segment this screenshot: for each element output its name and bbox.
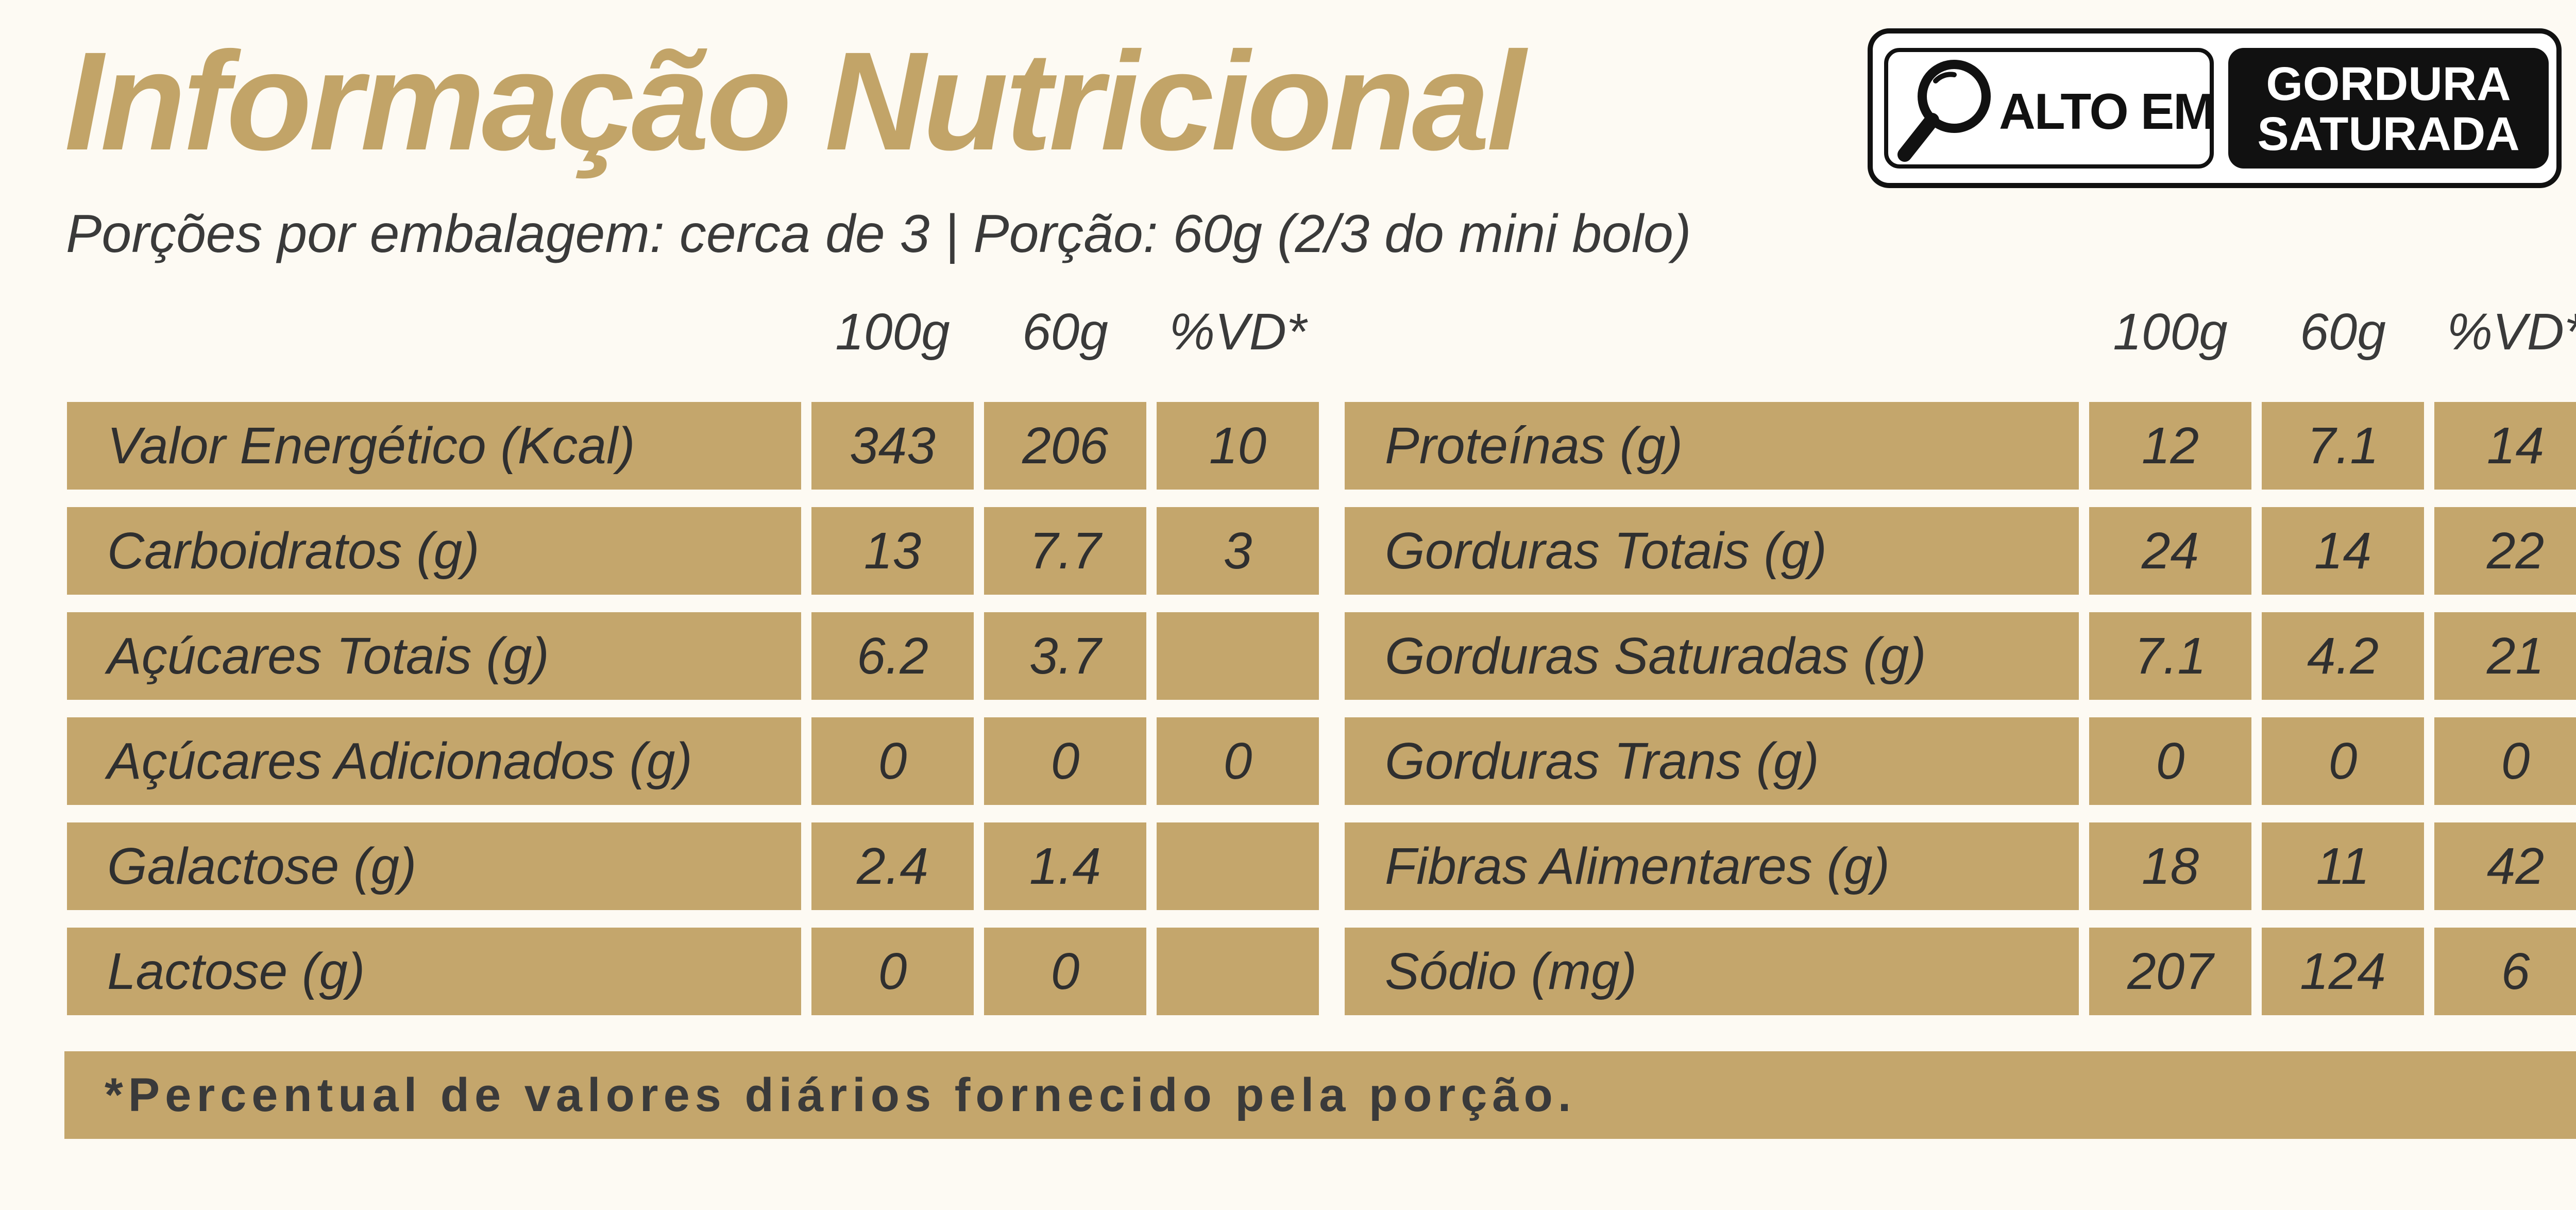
- left-row-5-v100: 0: [811, 928, 974, 1015]
- left-row-3-label: Açúcares Adicionados (g): [67, 717, 801, 805]
- right-row-2-label: Gorduras Saturadas (g): [1345, 612, 2079, 700]
- footnote: *Percentual de valores diários fornecido…: [64, 1051, 2576, 1139]
- right-row-2-v60: 4.2: [2262, 612, 2424, 700]
- seal-line-2: SATURADA: [2257, 108, 2520, 160]
- seal-high-text: ALTO EM: [1999, 83, 2215, 140]
- serving-info: Porções por embalagem: cerca de 3 | Porç…: [66, 204, 1691, 264]
- right-row-4-v60: 11: [2262, 822, 2424, 910]
- left-row-3-v100: 0: [811, 717, 974, 805]
- header-right-60g: 60g: [2300, 303, 2386, 361]
- header-left-100g: 100g: [835, 303, 950, 361]
- left-row-4-v100: 2.4: [811, 822, 974, 910]
- right-row-1-label: Gorduras Totais (g): [1345, 507, 2079, 595]
- left-row-4-label: Galactose (g): [67, 822, 801, 910]
- left-row-0-vd: 10: [1157, 402, 1319, 490]
- left-row-1-vd: 3: [1157, 507, 1319, 595]
- header-right-vd: %VD*: [2447, 303, 2576, 361]
- left-row-1-label: Carboidratos (g): [67, 507, 801, 595]
- right-row-4-vd: 42: [2434, 822, 2576, 910]
- right-row-3-vd: 0: [2434, 717, 2576, 805]
- high-saturated-fat-seal: ALTO EM GORDURA SATURADA: [1868, 28, 2562, 188]
- right-row-2-vd: 21: [2434, 612, 2576, 700]
- right-row-5-v100: 207: [2089, 928, 2251, 1015]
- left-row-3-vd: 0: [1157, 717, 1319, 805]
- left-row-1-v100: 13: [811, 507, 974, 595]
- magnifier-icon: [1897, 60, 1991, 162]
- right-row-0-v60: 7.1: [2262, 402, 2424, 490]
- left-row-3-v60: 0: [984, 717, 1146, 805]
- left-row-0-label: Valor Energético (Kcal): [67, 402, 801, 490]
- left-row-2-vd: [1157, 612, 1319, 700]
- right-row-1-v60: 14: [2262, 507, 2424, 595]
- left-row-2-label: Açúcares Totais (g): [67, 612, 801, 700]
- left-row-1-v60: 7.7: [984, 507, 1146, 595]
- left-row-2-v60: 3.7: [984, 612, 1146, 700]
- right-row-0-vd: 14: [2434, 402, 2576, 490]
- right-row-5-vd: 6: [2434, 928, 2576, 1015]
- page-title: Informação Nutricional: [64, 23, 1526, 179]
- right-row-2-v100: 7.1: [2089, 612, 2251, 700]
- left-row-2-v100: 6.2: [811, 612, 974, 700]
- right-row-1-v100: 24: [2089, 507, 2251, 595]
- right-row-5-v60: 124: [2262, 928, 2424, 1015]
- left-row-4-v60: 1.4: [984, 822, 1146, 910]
- left-row-5-vd: [1157, 928, 1319, 1015]
- right-row-4-label: Fibras Alimentares (g): [1345, 822, 2079, 910]
- left-row-5-label: Lactose (g): [67, 928, 801, 1015]
- right-row-0-label: Proteínas (g): [1345, 402, 2079, 490]
- right-row-3-v100: 0: [2089, 717, 2251, 805]
- left-row-0-v60: 206: [984, 402, 1146, 490]
- right-row-5-label: Sódio (mg): [1345, 928, 2079, 1015]
- right-row-4-v100: 18: [2089, 822, 2251, 910]
- left-row-4-vd: [1157, 822, 1319, 910]
- right-row-3-v60: 0: [2262, 717, 2424, 805]
- header-left-60g: 60g: [1022, 303, 1108, 361]
- seal-right-box: GORDURA SATURADA: [2228, 48, 2549, 169]
- seal-left-box: ALTO EM: [1884, 48, 2215, 169]
- right-row-0-v100: 12: [2089, 402, 2251, 490]
- left-row-0-v100: 343: [811, 402, 974, 490]
- left-row-5-v60: 0: [984, 928, 1146, 1015]
- header-left-vd: %VD*: [1169, 303, 1307, 361]
- header-right-100g: 100g: [2113, 303, 2228, 361]
- right-row-1-vd: 22: [2434, 507, 2576, 595]
- right-row-3-label: Gorduras Trans (g): [1345, 717, 2079, 805]
- seal-line-1: GORDURA: [2266, 58, 2511, 111]
